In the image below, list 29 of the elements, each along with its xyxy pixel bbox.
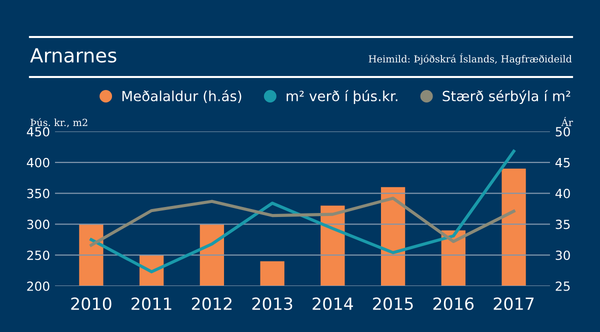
y-tick-label: 250 [27, 250, 50, 260]
x-tick-label: 2015 [373, 297, 413, 310]
text: Heimild: Þjóðskrá Íslands, Hagfræðideild [368, 53, 572, 65]
y-tick-label: 350 [27, 188, 50, 198]
legend-label: Stærð sérbýla í m² [442, 90, 570, 104]
x-tick-label: 2016 [433, 297, 474, 310]
y-tick-label: 200 [27, 281, 50, 291]
x-tick-label: 2017 [494, 297, 534, 310]
y-axis-title: Þús. kr., m2 [30, 118, 88, 128]
y2-tick-label: 35 [556, 220, 570, 230]
y2-tick-label: 45 [555, 158, 570, 168]
y-tick-label: 300 [27, 220, 50, 230]
x-tick-label: 2010 [71, 297, 112, 310]
x-tick-label: 2013 [252, 297, 292, 310]
y2-tick-label: 40 [555, 188, 570, 198]
line-series [90, 196, 516, 247]
y2-tick-label: 30 [556, 250, 570, 260]
line-series [90, 150, 516, 274]
legend-label: m² verð í þús.kr. [286, 90, 398, 104]
x-tick-label: 2011 [132, 297, 172, 310]
x-tick-label: 2012 [192, 297, 232, 310]
legend-label: Meðalaldur (h.ás) [122, 90, 242, 103]
y-tick-label: 450 [26, 126, 50, 136]
y-tick-label: 400 [26, 158, 50, 168]
y2-tick-label: 50 [556, 126, 570, 136]
chart-title: Arnarnes [30, 48, 116, 63]
x-tick-label: 2014 [312, 297, 353, 310]
y2-axis-title: Ár [561, 116, 573, 126]
y2-tick-label: 25 [556, 281, 570, 291]
